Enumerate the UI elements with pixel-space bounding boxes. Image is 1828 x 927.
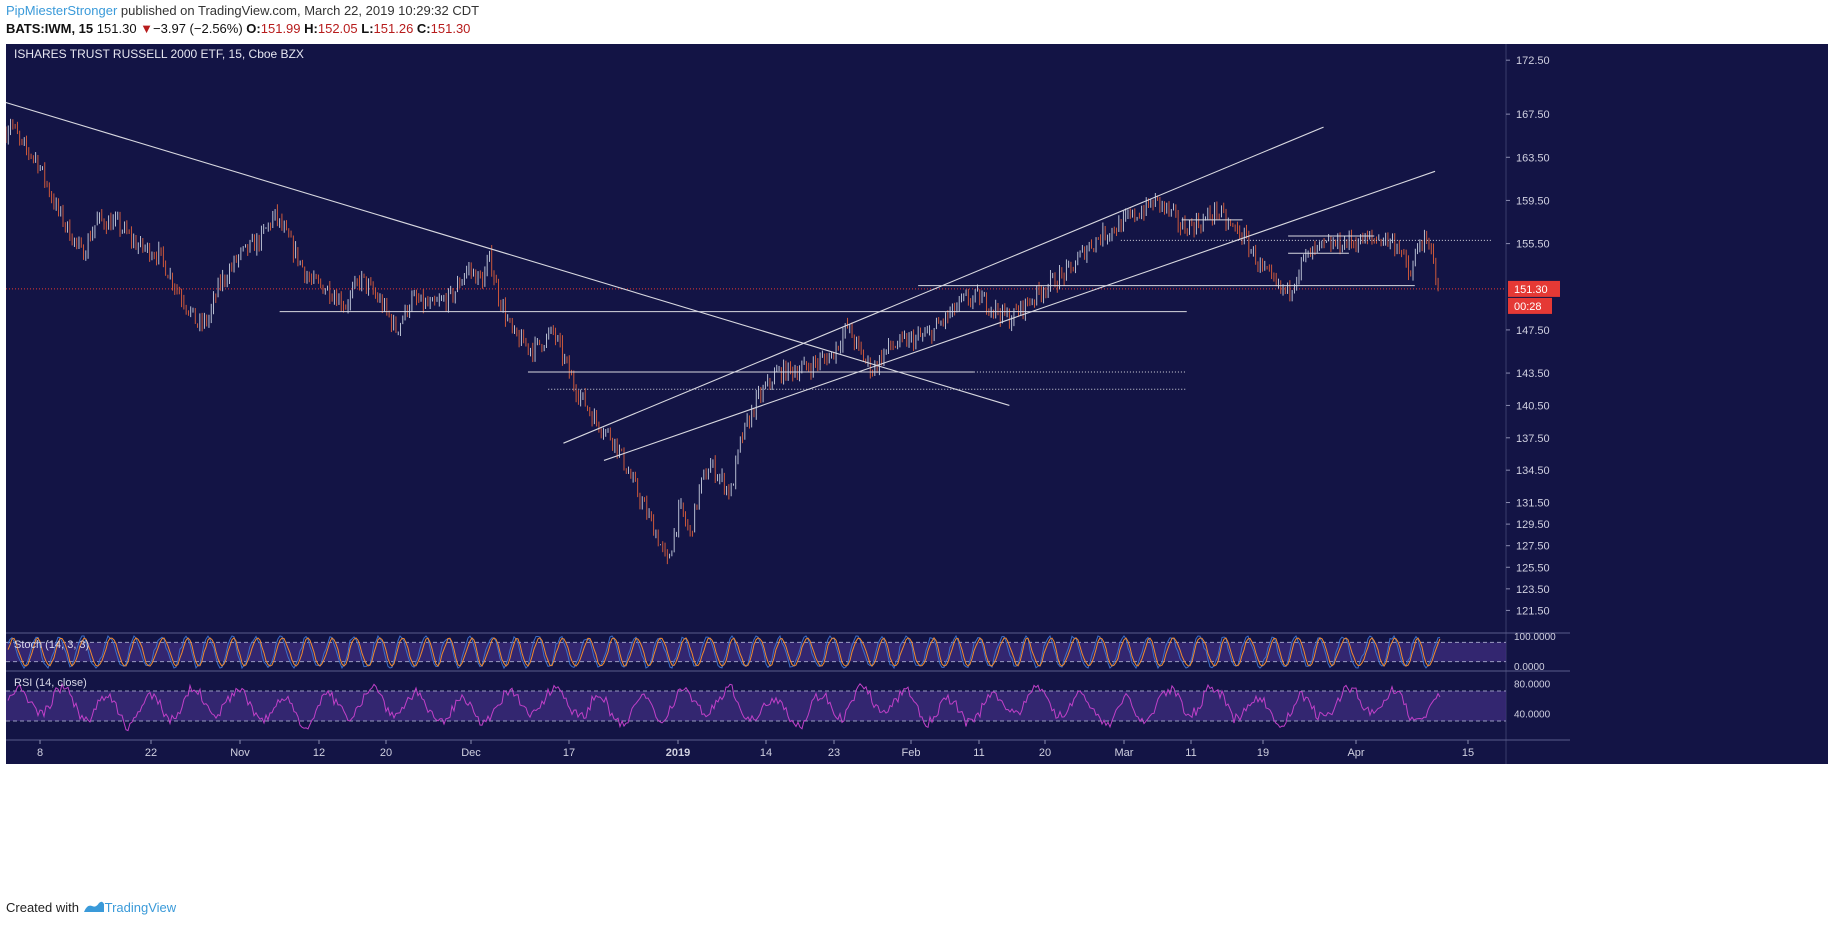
high-label: H: — [304, 21, 318, 36]
y-tick-label: 137.50 — [1516, 433, 1550, 445]
open-label: O: — [246, 21, 261, 36]
y-tick-label: 147.50 — [1516, 325, 1550, 337]
rsi-tick-label: 80.0000 — [1514, 680, 1551, 691]
low-value: 151.26 — [373, 21, 414, 36]
rsi-label: RSI (14, close) — [14, 677, 87, 689]
countdown-label: 00:28 — [1514, 301, 1542, 313]
x-tick-label: Dec — [461, 747, 481, 759]
x-tick-label: 14 — [760, 747, 772, 759]
y-tick-label: 159.50 — [1516, 195, 1550, 207]
rsi-tick-label: 40.0000 — [1514, 710, 1551, 721]
close-label: C: — [416, 21, 431, 36]
stoch-tick-label: 0.0000 — [1514, 662, 1545, 673]
publish-info: PipMiesterStronger published on TradingV… — [6, 3, 479, 21]
x-tick-label: Mar — [1115, 747, 1134, 759]
chart-svg[interactable]: ISHARES TRUST RUSSELL 2000 ETF, 15, Cboe… — [0, 44, 1828, 890]
y-tick-label: 121.50 — [1516, 605, 1550, 617]
trendline[interactable] — [603, 170, 1436, 461]
open-value: 151.99 — [260, 21, 301, 36]
x-tick-label: 12 — [313, 747, 325, 759]
x-tick-label: 22 — [145, 747, 157, 759]
close-value: 151.30 — [430, 21, 471, 36]
last-price-badge — [1508, 280, 1560, 297]
author-link[interactable]: PipMiesterStronger — [6, 3, 118, 18]
change-value: −3.97 (−2.56%) — [153, 21, 243, 36]
y-tick-label: 143.50 — [1516, 368, 1550, 380]
x-tick-label: 11 — [973, 747, 984, 759]
symbol-label: BATS:IWM, 15 — [6, 21, 94, 36]
x-tick-label: 20 — [1039, 747, 1051, 759]
countdown-badge — [1508, 297, 1552, 314]
stoch-label: Stoch (14, 3, 3) — [14, 639, 89, 651]
x-tick-label: 17 — [563, 747, 575, 759]
stoch-k-line — [7, 634, 1441, 670]
footer: Created with TradingView — [6, 900, 176, 920]
chart-title: ISHARES TRUST RUSSELL 2000 ETF, 15, Cboe… — [14, 47, 304, 61]
x-tick-label: 8 — [37, 747, 43, 759]
x-tick-label: 20 — [380, 747, 392, 759]
rsi-line — [7, 682, 1441, 732]
created-with-text: Created with — [6, 900, 79, 915]
stoch-tick-label: 100.0000 — [1514, 632, 1556, 643]
stoch-d-line — [7, 637, 1441, 667]
y-tick-label: 167.50 — [1516, 109, 1550, 121]
y-tick-label: 131.50 — [1516, 498, 1550, 510]
x-tick-label: 11 — [1185, 747, 1196, 759]
chart-area[interactable]: ISHARES TRUST RUSSELL 2000 ETF, 15, Cboe… — [0, 44, 1828, 890]
y-tick-label: 125.50 — [1516, 562, 1550, 574]
low-label: L: — [361, 21, 374, 36]
tradingview-brand[interactable]: TradingView — [104, 900, 177, 915]
y-tick-label: 123.50 — [1516, 584, 1550, 596]
y-tick-label: 172.50 — [1516, 55, 1550, 67]
published-text: published on TradingView.com, March 22, … — [117, 3, 480, 18]
x-tick-label: Apr — [1347, 747, 1364, 759]
x-tick-label: 15 — [1462, 747, 1474, 759]
trendline[interactable] — [563, 126, 1324, 444]
y-tick-label: 155.50 — [1516, 239, 1550, 251]
down-arrow-icon: ▼ — [140, 21, 154, 36]
x-tick-label: 23 — [828, 747, 840, 759]
last-price: 151.30 — [96, 21, 137, 36]
trendline[interactable] — [0, 98, 1010, 406]
y-tick-label: 163.50 — [1516, 152, 1550, 164]
stoch-band — [6, 642, 1506, 662]
y-tick-label: 129.50 — [1516, 519, 1550, 531]
x-tick-label: Feb — [902, 747, 921, 759]
x-tick-label: 19 — [1257, 747, 1269, 759]
y-tick-label: 134.50 — [1516, 465, 1550, 477]
x-tick-label: Nov — [230, 747, 250, 759]
y-tick-label: 140.50 — [1516, 400, 1550, 412]
ohlc-legend: BATS:IWM, 15 151.30 ▼−3.97 (−2.56%) O:15… — [6, 21, 470, 39]
last-price-label: 151.30 — [1514, 284, 1548, 296]
high-value: 152.05 — [317, 21, 358, 36]
tradingview-logo-icon — [83, 901, 104, 912]
x-tick-label: 2019 — [666, 747, 690, 759]
y-tick-label: 127.50 — [1516, 541, 1550, 553]
